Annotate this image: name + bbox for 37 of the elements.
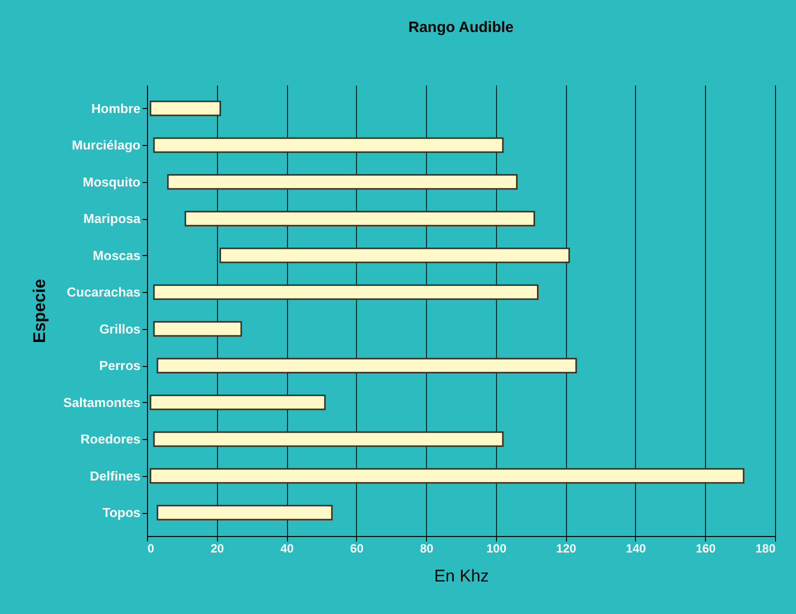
y-tick-label: Topos — [102, 505, 140, 520]
bar — [184, 210, 536, 226]
y-tick-label: Delfines — [90, 468, 140, 484]
x-tick-label: 60 — [350, 542, 364, 556]
bar — [150, 100, 222, 116]
x-tick-label: 180 — [755, 542, 776, 556]
bar — [153, 137, 504, 153]
y-tick-label: Hombre — [91, 100, 140, 116]
chart-title: Rango Audible — [408, 19, 514, 36]
bar — [167, 174, 518, 190]
x-tick-label: 100 — [486, 542, 507, 556]
x-tick-label: 160 — [696, 542, 716, 556]
bar — [150, 468, 744, 484]
y-tick-label: Cucarachas — [66, 284, 140, 300]
x-tick-label: 40 — [280, 542, 294, 556]
y-tick-label: Mosquito — [82, 174, 141, 190]
bar — [150, 394, 326, 410]
bar — [153, 321, 242, 337]
x-tick-label: 140 — [626, 542, 646, 556]
y-tick-label: Mariposa — [83, 211, 142, 226]
bar — [153, 284, 539, 300]
x-axis-title: En Khz — [434, 566, 489, 586]
y-tick-label: Roedores — [80, 432, 140, 447]
bar — [156, 504, 333, 520]
bar — [153, 431, 504, 447]
y-tick-label: Grillos — [99, 321, 140, 336]
y-tick-label: Murciélago — [72, 138, 141, 153]
y-tick-label: Saltamontes — [63, 394, 140, 410]
x-tick-label: 80 — [420, 542, 434, 556]
y-tick-label: Moscas — [92, 248, 140, 263]
bar — [156, 358, 577, 374]
x-tick-label: 20 — [210, 542, 224, 556]
y-axis-title: Especie — [30, 278, 50, 344]
y-tick-label: Perros — [99, 358, 140, 374]
x-tick-label: 120 — [556, 542, 576, 556]
x-tick-label: 0 — [148, 542, 154, 556]
bar — [220, 248, 570, 264]
